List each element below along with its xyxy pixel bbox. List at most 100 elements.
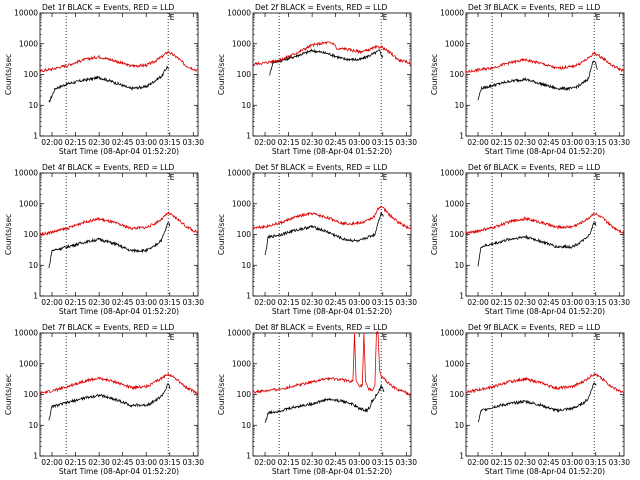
events-series-line: [48, 65, 169, 103]
flag-label: E: [596, 13, 601, 22]
x-tick-label: 02:45: [538, 298, 560, 307]
y-tick-label: 1000: [19, 199, 38, 208]
y-tick-label: 100: [237, 70, 252, 79]
x-tick-label: 02:00: [254, 138, 276, 147]
chart-title: Det 2f BLACK = Events, RED = LLD: [255, 3, 388, 12]
y-axis-label: Counts/sec: [217, 214, 226, 255]
chart-title: Det 4f BLACK = Events, RED = LLD: [42, 163, 175, 172]
x-tick-label: 02:45: [325, 138, 347, 147]
x-tick-label: 03:00: [561, 138, 583, 147]
lld-series-line: [252, 330, 412, 396]
x-tick-label: 02:30: [88, 458, 110, 467]
detector-chart-8: Det 8f BLACK = Events, RED = LLD 1 10 100 10…: [217, 323, 417, 476]
flag-label: E: [596, 173, 601, 182]
x-tick-label: 03:15: [585, 138, 607, 147]
y-tick-label: 1000: [445, 359, 464, 368]
x-axis-label: Start Time (08-Apr-04 01:52:20): [485, 467, 605, 476]
x-tick-label: 03:30: [608, 458, 630, 467]
plot-frame: [39, 332, 199, 457]
x-tick-label: 03:00: [135, 458, 157, 467]
y-axis-label: Counts/sec: [4, 374, 13, 415]
y-tick-label: 10000: [227, 329, 251, 338]
events-series-line: [48, 383, 171, 421]
x-tick-label: 02:00: [467, 138, 489, 147]
chart-title: Det 1f BLACK = Events, RED = LLD: [42, 3, 175, 12]
y-axis-label: Counts/sec: [4, 214, 13, 255]
lld-series-line: [39, 372, 199, 396]
flag-label: E: [170, 333, 175, 342]
x-tick-label: 02:30: [88, 138, 110, 147]
lld-series-line: [465, 51, 625, 74]
x-tick-label: 03:15: [372, 298, 394, 307]
plot-frame: [465, 172, 625, 297]
x-tick-label: 03:00: [561, 458, 583, 467]
y-tick-label: 100: [450, 390, 465, 399]
chart-title: Det 7f BLACK = Events, RED = LLD: [42, 323, 175, 332]
x-tick-label: 03:15: [159, 458, 181, 467]
x-axis-label: Start Time (08-Apr-04 01:52:20): [59, 307, 179, 316]
x-tick-label: 03:30: [608, 298, 630, 307]
chart-title: Det 6f BLACK = Events, RED = LLD: [468, 163, 601, 172]
y-axis-label: Counts/sec: [217, 374, 226, 415]
x-tick-label: 03:15: [585, 298, 607, 307]
x-tick-label: 02:15: [278, 298, 300, 307]
chart-title: Det 9f BLACK = Events, RED = LLD: [468, 323, 601, 332]
x-tick-label: 02:45: [112, 298, 134, 307]
x-tick-label: 02:45: [538, 458, 560, 467]
events-series-line: [264, 211, 384, 256]
x-tick-label: 03:15: [372, 458, 394, 467]
x-tick-label: 03:15: [585, 458, 607, 467]
x-tick-label: 02:30: [301, 298, 323, 307]
y-tick-label: 1000: [232, 39, 251, 48]
x-tick-label: 02:45: [538, 138, 560, 147]
x-tick-label: 02:30: [301, 458, 323, 467]
y-tick-label: 10: [454, 421, 464, 430]
x-axis-label: Start Time (08-Apr-04 01:52:20): [485, 307, 605, 316]
events-series-line: [477, 221, 597, 267]
events-series-line: [477, 382, 597, 423]
plot-frame: [252, 12, 412, 137]
x-tick-label: 02:30: [88, 298, 110, 307]
events-series-line: [269, 48, 384, 76]
y-tick-label: 100: [24, 230, 39, 239]
x-tick-label: 02:00: [41, 298, 63, 307]
lld-series-line: [465, 212, 624, 236]
events-series-line: [477, 60, 598, 101]
x-tick-label: 02:30: [514, 138, 536, 147]
flag-label: E: [596, 333, 601, 342]
lld-series-line: [39, 211, 199, 237]
y-tick-label: 10: [454, 261, 464, 270]
x-tick-label: 03:30: [395, 298, 417, 307]
y-tick-label: 1: [246, 292, 251, 301]
detector-chart-4: Det 4f BLACK = Events, RED = LLD 1 10 100 10…: [4, 163, 204, 316]
flag-label: E: [383, 13, 388, 22]
y-tick-label: 1000: [19, 39, 38, 48]
detector-chart-6: Det 6f BLACK = Events, RED = LLD 1 10 100 10…: [430, 163, 630, 316]
detector-chart-2: Det 2f BLACK = Events, RED = LLD 1 10 100 10…: [217, 3, 417, 156]
x-tick-label: 03:30: [608, 138, 630, 147]
x-tick-label: 02:00: [41, 138, 63, 147]
x-tick-label: 02:15: [278, 458, 300, 467]
detector-chart-9: Det 9f BLACK = Events, RED = LLD 1 10 100 10…: [430, 323, 630, 476]
x-tick-label: 02:30: [514, 458, 536, 467]
plot-frame: [465, 332, 625, 457]
events-series-line: [264, 384, 385, 423]
x-tick-label: 02:15: [491, 458, 513, 467]
x-tick-label: 03:15: [372, 138, 394, 147]
y-tick-label: 10000: [440, 169, 464, 178]
lld-series-line: [252, 205, 412, 231]
x-tick-label: 03:30: [182, 298, 204, 307]
detector-chart-3: Det 3f BLACK = Events, RED = LLD 1 10 100 10…: [430, 3, 630, 156]
y-tick-label: 100: [450, 230, 465, 239]
y-tick-label: 1000: [445, 199, 464, 208]
y-tick-label: 1: [246, 452, 251, 461]
x-tick-label: 02:30: [301, 138, 323, 147]
y-tick-label: 10000: [14, 169, 38, 178]
y-tick-label: 10000: [440, 329, 464, 338]
y-axis-label: Counts/sec: [217, 54, 226, 95]
x-tick-label: 03:00: [561, 298, 583, 307]
y-tick-label: 1: [33, 132, 38, 141]
x-axis-label: Start Time (08-Apr-04 01:52:20): [59, 147, 179, 156]
x-tick-label: 03:00: [348, 298, 370, 307]
flag-label: E: [170, 13, 175, 22]
